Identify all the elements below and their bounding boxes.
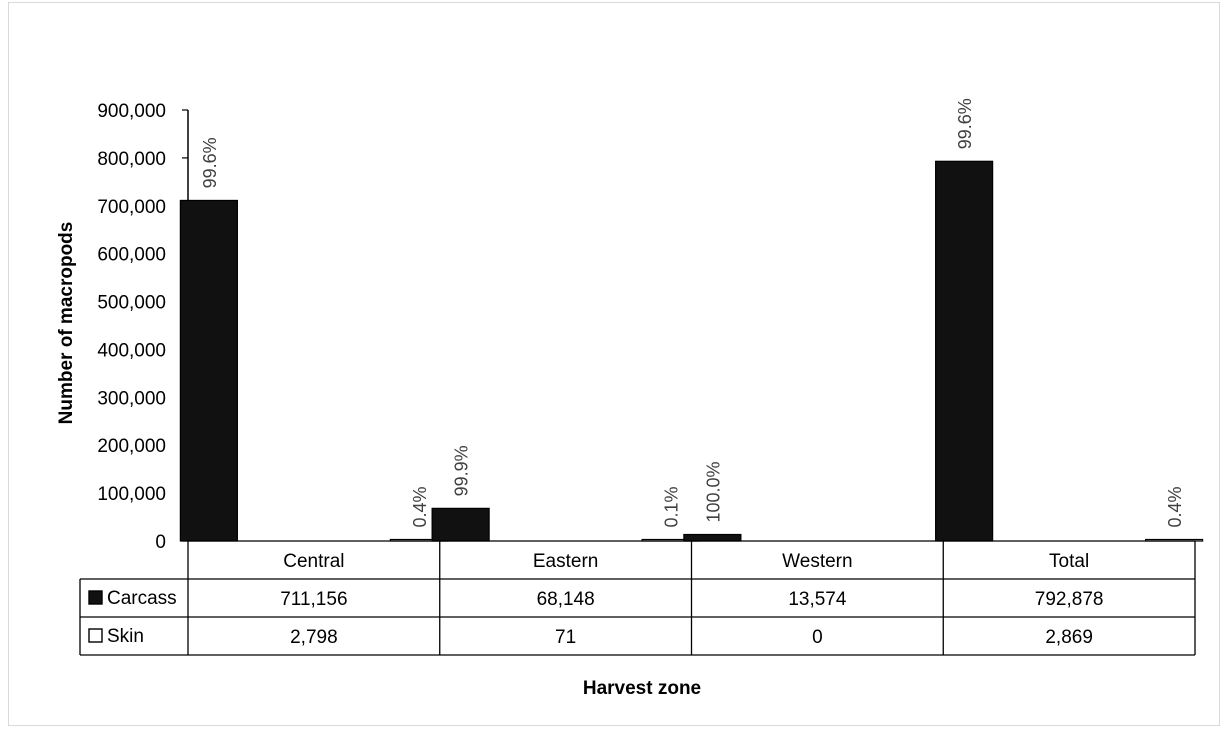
y-tick-label: 500,000 [97, 293, 166, 314]
y-tick-label: 700,000 [97, 197, 166, 218]
y-tick-label: 600,000 [97, 245, 166, 266]
legend-label: Carcass [107, 588, 177, 609]
bar-carcass-western [683, 533, 742, 542]
x-tick-label: Eastern [533, 551, 598, 572]
table-cell: 711,156 [280, 589, 347, 610]
table-cell: 13,574 [788, 589, 847, 610]
y-tick-label: 100,000 [97, 484, 166, 505]
bars-group [179, 160, 1204, 542]
table-cell: 2,798 [290, 627, 338, 648]
x-axis-label: Harvest zone [583, 678, 701, 699]
x-tick-label: Total [1049, 551, 1089, 572]
y-tick-label: 0 [155, 532, 166, 553]
data-table: Central Eastern Western Total Carcass 711,156… [79, 540, 1196, 656]
bar-percent-label: 0.4% [1165, 486, 1185, 527]
legend-key-carcass [88, 590, 103, 605]
y-tick-label: 900,000 [97, 101, 166, 122]
table-cell: 68,148 [537, 589, 595, 610]
table-cell: 0 [812, 627, 823, 648]
y-tick-label: 400,000 [97, 340, 166, 361]
bar-percent-label: 100.0% [703, 461, 723, 522]
legend-label: Skin [107, 626, 144, 647]
y-axis-ticks: 0 100,000 200,000 300,000 400,000 500,000 600,… [97, 101, 188, 553]
legend-key-skin [88, 628, 103, 643]
y-tick-label: 300,000 [97, 388, 166, 409]
x-tick-label: Central [283, 551, 344, 572]
bar-carcass-central [179, 199, 238, 542]
y-axis-label: Number of macropods [56, 222, 77, 425]
table-cell: 2,869 [1045, 627, 1093, 648]
bar-carcass-eastern [431, 507, 490, 542]
x-tick-label: Western [782, 551, 852, 572]
bar-percent-label: 99.9% [452, 445, 472, 496]
y-tick-label: 800,000 [97, 149, 166, 170]
bar-carcass-total [935, 160, 994, 542]
bar-percent-label: 99.6% [955, 98, 975, 149]
bar-percent-label: 0.1% [662, 486, 682, 527]
table-cell: 792,878 [1035, 589, 1104, 610]
bar-percent-label: 99.6% [200, 137, 220, 188]
bar-percent-labels: 99.6% 0.4% 99.9% 0.1% 100.0% 99.6% 0.4% [200, 98, 1185, 527]
bar-percent-label: 0.4% [410, 486, 430, 527]
table-cell: 71 [555, 627, 576, 648]
y-tick-label: 200,000 [97, 436, 166, 457]
